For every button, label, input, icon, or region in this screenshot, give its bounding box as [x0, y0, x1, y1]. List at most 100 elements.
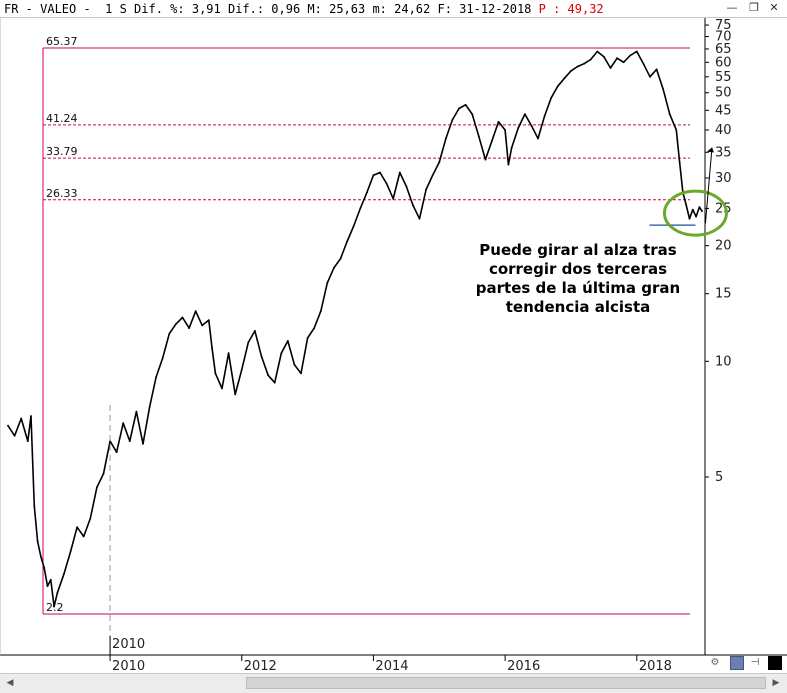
price-point [142, 442, 144, 445]
price-point [576, 65, 579, 68]
price-point [537, 137, 539, 140]
price-point [207, 319, 210, 321]
y-tick-label: 5 [715, 470, 723, 485]
price-point [194, 310, 197, 313]
price-point [675, 129, 678, 131]
price-point [175, 323, 177, 325]
price-point [333, 267, 335, 269]
price-point [76, 526, 78, 529]
y-tick-label: 15 [715, 287, 732, 302]
price-point [240, 369, 243, 371]
price-point [385, 182, 388, 185]
price-point [188, 327, 191, 329]
price-point [359, 207, 362, 210]
price-point [603, 55, 605, 58]
price-point [366, 191, 368, 194]
price-point [267, 374, 269, 377]
price-line [7, 50, 703, 608]
price-point [517, 127, 520, 129]
save-icon[interactable] [730, 656, 744, 670]
price-point [168, 332, 171, 335]
price-point [148, 406, 151, 408]
price-point [247, 341, 250, 344]
pin-icon[interactable]: ⊣ [750, 657, 760, 668]
price-point [122, 422, 125, 425]
price-point [691, 208, 694, 211]
price-point [7, 424, 9, 427]
price-point [234, 393, 237, 396]
price-point [280, 352, 283, 355]
tool-settings-icon[interactable]: ⚙ [710, 657, 720, 668]
price-point [570, 70, 572, 72]
y-tick-label: 70 [715, 30, 732, 45]
price-point [82, 535, 85, 538]
price-point [372, 174, 375, 177]
price-point [89, 517, 92, 520]
p-label: P : [538, 2, 568, 16]
price-point [695, 215, 697, 218]
price-point [655, 68, 658, 71]
x-tick-label: 2018 [639, 659, 672, 674]
price-point [254, 330, 256, 332]
arrow-head [707, 147, 714, 153]
price-point [352, 225, 355, 227]
price-point [701, 210, 703, 213]
scroll-thumb[interactable] [246, 677, 766, 689]
price-point [135, 410, 138, 413]
y-tick-label: 65 [715, 42, 732, 57]
price-point [346, 240, 348, 243]
price-point [491, 139, 493, 142]
y-tick-label: 55 [715, 70, 732, 85]
x-tick-label: 2014 [375, 659, 408, 674]
y-tick-label: 60 [715, 55, 732, 70]
price-point [583, 62, 585, 65]
highlight-circle [662, 189, 728, 237]
price-point [685, 204, 688, 207]
top-year-label: 2010 [112, 637, 145, 652]
price-point [563, 77, 566, 80]
price-point [629, 54, 632, 57]
price-point [507, 163, 510, 166]
y-tick-label: 50 [715, 86, 732, 101]
price-point [221, 387, 223, 390]
y-tick-label: 10 [715, 354, 732, 369]
price-point [36, 540, 39, 543]
price-point [524, 113, 526, 115]
price-point [155, 376, 158, 378]
chart-annotation: Puede girar al alza tras corregir dos te… [475, 241, 681, 316]
price-point [306, 337, 309, 339]
price-point [30, 415, 32, 417]
fib-level-label: 41.24 [46, 112, 78, 125]
price-point [471, 113, 474, 115]
y-tick-label: 20 [715, 239, 732, 254]
price-point [668, 113, 671, 115]
price-point [115, 451, 118, 454]
scroll-left-icon[interactable]: ◀ [6, 678, 14, 688]
price-point [201, 324, 204, 327]
y-tick-label: 30 [715, 171, 732, 186]
fib-level-label: 33.79 [46, 145, 78, 158]
price-point [405, 185, 408, 188]
price-point [43, 567, 46, 569]
price-point [102, 472, 105, 475]
price-point [13, 434, 16, 437]
price-point [46, 585, 49, 587]
price-point [497, 120, 500, 123]
scroll-right-icon[interactable]: ▶ [772, 678, 780, 688]
restore-button[interactable]: ❐ [749, 1, 759, 14]
y-tick-label: 35 [715, 145, 732, 160]
minimize-button[interactable]: — [726, 1, 738, 14]
y-tick-label: 45 [715, 103, 732, 118]
price-point [622, 61, 625, 64]
close-button[interactable]: ✕ [769, 1, 779, 14]
price-point [530, 124, 533, 127]
color-square-icon[interactable] [768, 656, 782, 670]
price-point [412, 204, 414, 207]
price-point [510, 146, 513, 149]
price-point [431, 174, 434, 177]
price-point [96, 486, 98, 489]
projection-arrow [704, 147, 713, 224]
horizontal-scrollbar[interactable]: ◀ ▶ [0, 673, 787, 693]
price-point [662, 88, 665, 91]
